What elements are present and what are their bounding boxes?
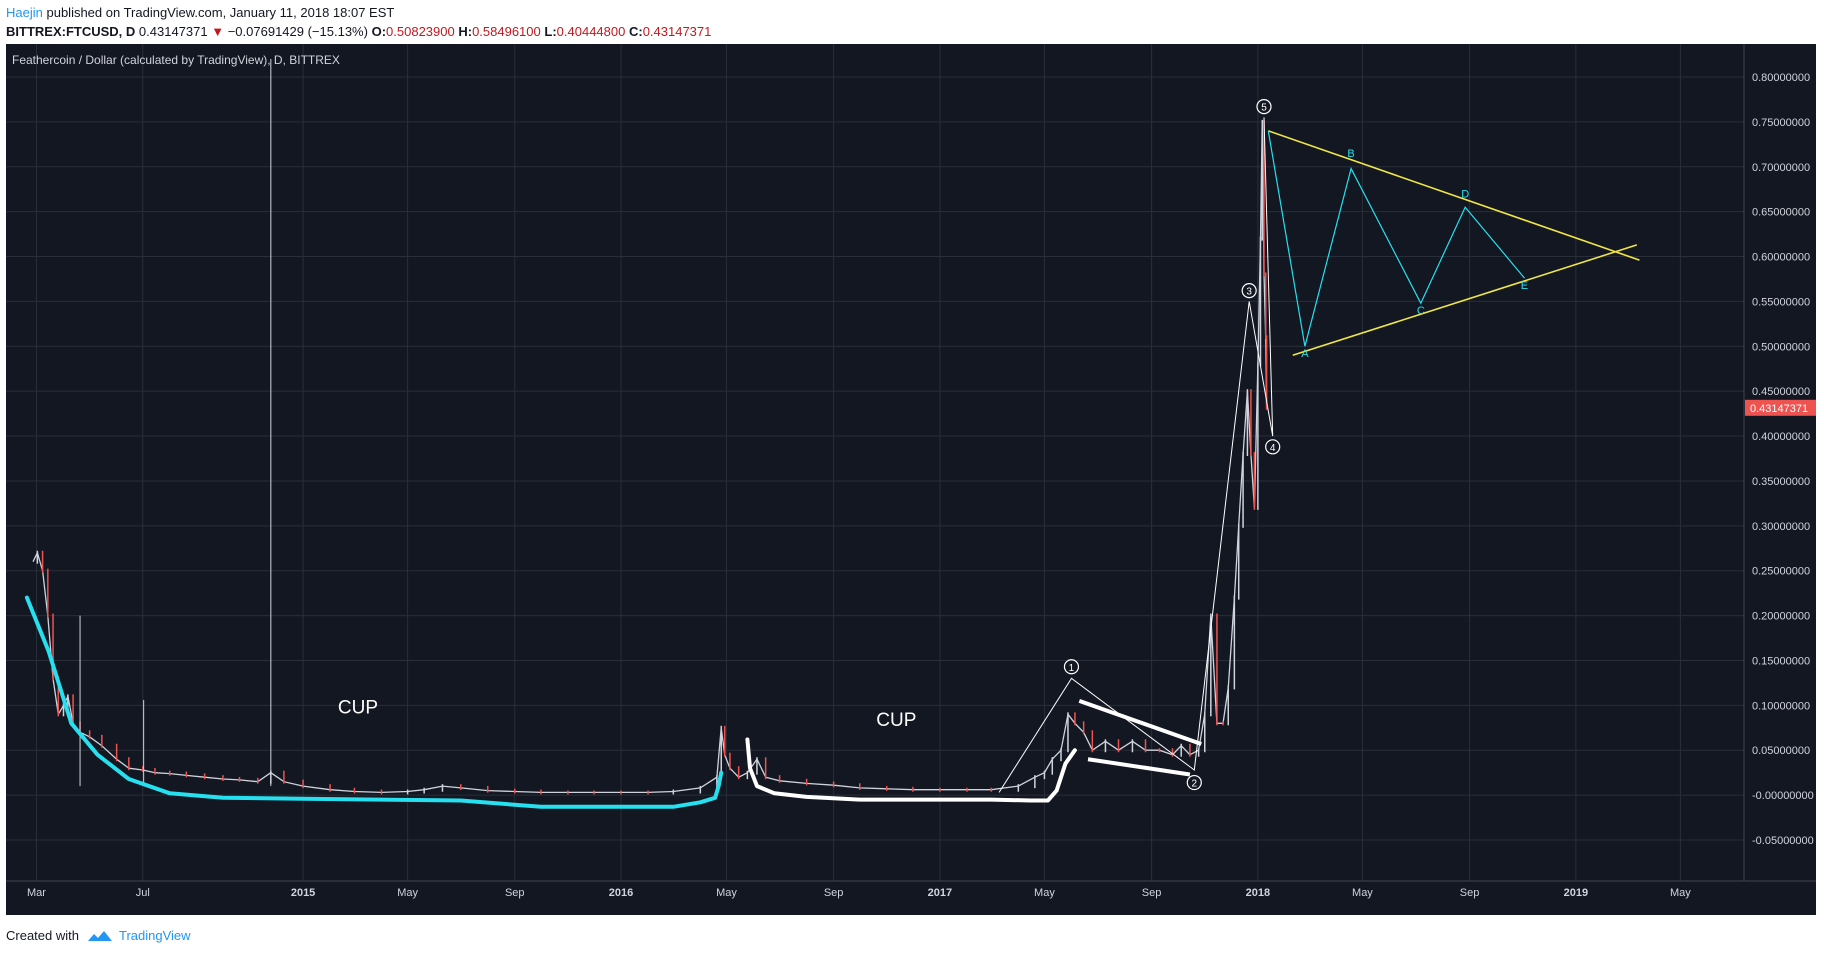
y-tick-label: 0.15000000 (1752, 655, 1810, 667)
y-tick-label: 0.75000000 (1752, 117, 1810, 129)
wave-label: 5 (1261, 103, 1267, 114)
y-tick-label: 0.65000000 (1752, 207, 1810, 219)
wave-circle-marker (1241, 283, 1257, 299)
x-tick-label: 2017 (928, 887, 952, 899)
x-tick-label: Sep (1142, 887, 1162, 899)
x-tick-label: May (1034, 887, 1055, 899)
chart-background (6, 44, 1816, 915)
open-label: O: (371, 24, 387, 39)
close-label: C: (628, 24, 643, 39)
last-price-badge (1745, 399, 1816, 416)
last-price: 0.43147371 (138, 24, 208, 39)
x-tick-label: 2016 (609, 887, 633, 899)
y-tick-label: 0.10000000 (1752, 700, 1810, 712)
x-tick-label: 2015 (291, 887, 315, 899)
wave-circle-marker (1063, 659, 1080, 675)
x-tick-label: Sep (824, 887, 844, 899)
wave-label: 3 (1246, 287, 1252, 298)
created-with-text: Created with (6, 928, 79, 943)
triangle-lower-line (1292, 244, 1638, 357)
y-tick-label: 0.35000000 (1752, 476, 1810, 488)
chart-panel[interactable]: -0.05000000 -0.00000000 0.05000000 0.100000… (6, 44, 1816, 915)
flag-upper-line (1078, 698, 1202, 746)
wave-circle-marker (1265, 439, 1281, 455)
open-value: 0.50823900 (386, 24, 455, 39)
abcde-label: B (1347, 148, 1354, 160)
ohlc-line: BITTREX:FTCUSD, D 0.43147371 ▼ −0.076914… (6, 22, 711, 41)
published-text: published on TradingView.com, January 11… (46, 5, 395, 20)
low-value: 0.40444800 (556, 24, 626, 39)
cup-label: CUP (338, 697, 378, 718)
x-tick-label: Mar (27, 887, 46, 899)
tradingview-logo-icon (87, 930, 112, 941)
last-price-badge-label: 0.43147371 (1750, 403, 1808, 415)
x-tick-label: Jul (136, 887, 150, 899)
author-link[interactable]: Haejin (6, 5, 43, 20)
abcde-zigzag-line (1267, 130, 1525, 347)
y-tick-label: 0.45000000 (1752, 386, 1810, 398)
y-tick-label: 0.40000000 (1752, 431, 1810, 443)
footer: Created with TradingView (6, 928, 191, 943)
abcde-label: E (1521, 280, 1528, 292)
elliott-wave-lines (998, 117, 1274, 793)
close-value: 0.43147371 (642, 24, 712, 39)
wave-label: 2 (1192, 779, 1198, 790)
y-tick-label: 0.30000000 (1752, 521, 1810, 533)
chart-header: Haejin published on TradingView.com, Jan… (6, 3, 711, 41)
chart-title: Feathercoin / Dollar (calculated by Trad… (12, 53, 340, 67)
triangle-upper-line (1268, 130, 1640, 261)
y-tick-label: 0.60000000 (1752, 252, 1810, 264)
symbol-label: BITTREX:FTCUSD, D (6, 24, 136, 39)
down-arrow-icon: ▼ (211, 24, 225, 39)
y-tick-label: 0.05000000 (1752, 745, 1810, 757)
y-tick-label: 0.25000000 (1752, 566, 1810, 578)
price-change: −0.07691429 (−15.13%) (227, 24, 368, 39)
x-tick-label: 2018 (1246, 887, 1270, 899)
x-tick-label: Sep (1460, 887, 1480, 899)
price-chart[interactable]: -0.05000000 -0.00000000 0.05000000 0.100000… (6, 44, 1816, 915)
x-tick-label: May (397, 887, 418, 899)
wave-label: 4 (1270, 443, 1276, 454)
high-label: H: (458, 24, 473, 39)
low-label: L: (544, 24, 557, 39)
abcde-label: D (1461, 188, 1469, 200)
x-tick-label: May (1352, 887, 1373, 899)
publish-line: Haejin published on TradingView.com, Jan… (6, 3, 711, 22)
x-tick-label: 2019 (1564, 887, 1588, 899)
abcde-label: A (1301, 348, 1309, 360)
flag-lower-line (1087, 757, 1191, 777)
tradingview-brand-link[interactable]: TradingView (118, 928, 191, 943)
y-tick-label: -0.00000000 (1752, 790, 1814, 802)
y-tick-label: 0.80000000 (1752, 72, 1810, 84)
white-cup-curve (745, 737, 1077, 803)
wave-circle-marker (1256, 99, 1272, 115)
x-tick-label: May (1670, 887, 1691, 899)
y-tick-label: 0.20000000 (1752, 611, 1810, 623)
y-tick-label: 0.50000000 (1752, 341, 1810, 353)
y-tick-label: 0.55000000 (1752, 296, 1810, 308)
abcde-label: C (1417, 305, 1425, 317)
x-tick-label: Sep (505, 887, 525, 899)
y-tick-label: -0.05000000 (1752, 835, 1814, 847)
y-tick-label: 0.70000000 (1752, 162, 1810, 174)
wave-circle-marker (1186, 774, 1202, 791)
wave-label: 1 (1069, 663, 1075, 674)
cyan-cup-curve (24, 595, 724, 809)
x-tick-label: May (716, 887, 737, 899)
high-value: 0.58496100 (472, 24, 541, 39)
cup-label: CUP (876, 710, 916, 731)
